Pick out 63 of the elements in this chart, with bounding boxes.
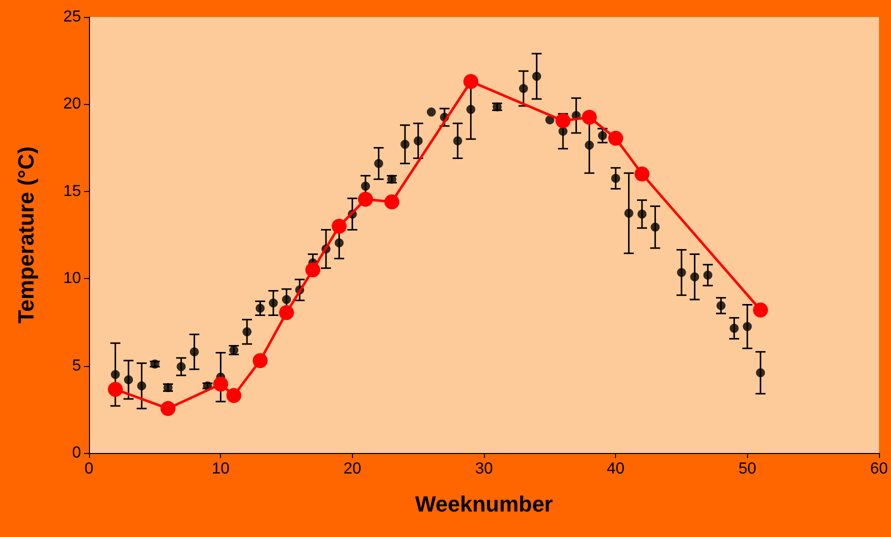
x-tick-label: 20	[343, 460, 362, 478]
point	[305, 262, 320, 278]
x-tick-label: 40	[606, 460, 625, 478]
point	[252, 353, 268, 368]
point	[730, 324, 739, 333]
x-tick-label: 0	[84, 460, 94, 478]
point	[374, 159, 384, 168]
point	[650, 222, 660, 232]
point	[332, 218, 347, 234]
point	[384, 194, 400, 210]
point	[213, 376, 228, 392]
point	[598, 131, 607, 140]
point	[137, 381, 146, 390]
point	[160, 401, 176, 416]
point	[226, 388, 242, 403]
point	[256, 304, 265, 313]
point	[414, 136, 423, 146]
point	[466, 104, 476, 114]
point	[716, 301, 726, 310]
point	[582, 110, 597, 125]
point	[108, 382, 123, 397]
point	[361, 182, 370, 191]
y-tick-label: 10	[63, 270, 82, 288]
point	[608, 130, 624, 146]
point	[190, 347, 199, 356]
point	[176, 362, 186, 372]
x-tick-label: 50	[738, 460, 756, 478]
x-tick-label: 10	[212, 460, 230, 478]
point	[677, 268, 686, 277]
y-tick-label: 15	[63, 182, 82, 200]
point	[638, 210, 646, 219]
point	[634, 166, 650, 182]
point	[334, 238, 344, 248]
point	[358, 192, 373, 207]
point	[124, 375, 133, 384]
point	[453, 136, 462, 146]
point	[753, 302, 768, 318]
point	[703, 270, 712, 280]
x-axis-title: Weeknumber	[415, 492, 554, 516]
y-axis-title: Temperature (°C)	[14, 146, 38, 324]
point	[611, 174, 620, 183]
point	[400, 140, 410, 149]
y-tick-label: 0	[72, 444, 82, 462]
x-tick-label: 60	[870, 460, 888, 478]
point	[519, 84, 528, 93]
point	[742, 322, 752, 332]
x-tick-label: 30	[475, 460, 493, 478]
point	[584, 140, 594, 150]
point	[282, 295, 291, 304]
point	[690, 272, 700, 282]
y-tick-label: 25	[63, 8, 82, 26]
point	[556, 113, 570, 128]
point	[110, 370, 120, 380]
point	[279, 305, 294, 320]
y-tick-label: 5	[72, 357, 82, 374]
point	[756, 368, 765, 378]
point	[268, 298, 278, 308]
point	[426, 108, 436, 117]
y-tick-label: 20	[63, 96, 82, 113]
point	[532, 72, 542, 81]
point	[624, 208, 634, 218]
point	[463, 74, 478, 90]
point	[242, 327, 252, 336]
